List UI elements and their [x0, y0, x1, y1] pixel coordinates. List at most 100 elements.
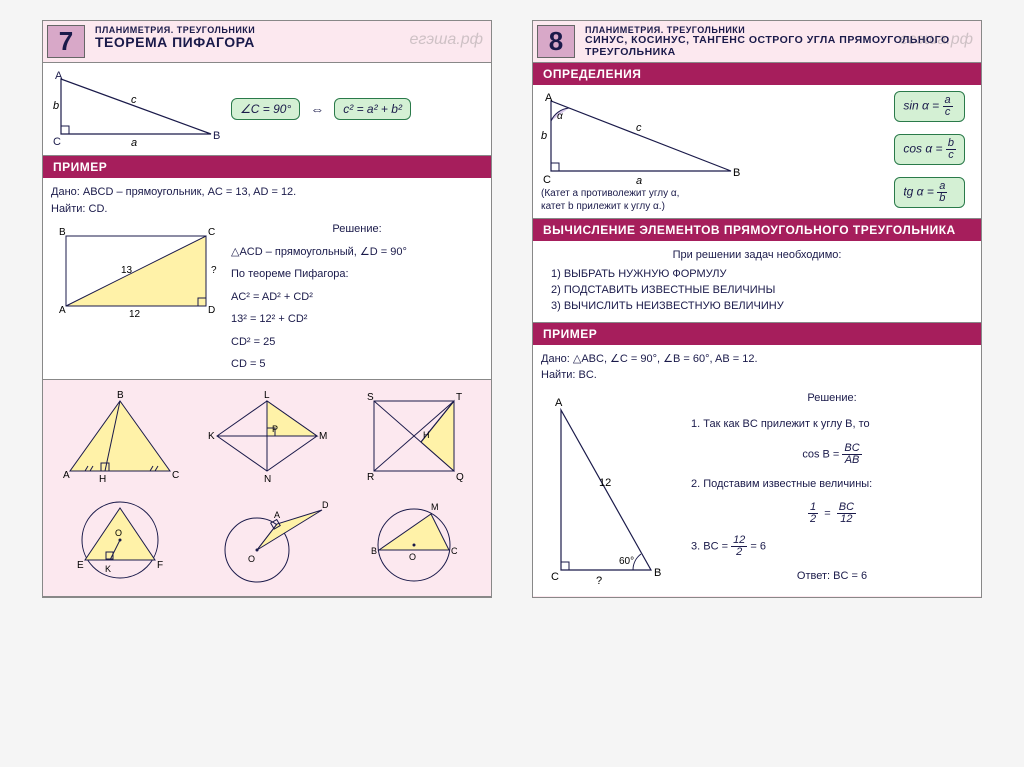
svg-text:M: M	[431, 502, 439, 512]
card-number: 8	[537, 25, 575, 58]
given: Дано: △ABC, ∠C = 90°, ∠B = 60°, AB = 12.	[541, 351, 973, 368]
tg-formula: tg α = ab	[894, 177, 965, 208]
svg-text:C: C	[208, 227, 215, 238]
svg-text:?: ?	[211, 265, 217, 276]
step3: 3. BC = 122 = 6	[691, 535, 973, 558]
svg-text:H: H	[99, 474, 106, 485]
svg-text:H: H	[423, 430, 430, 440]
example-triangle: A B C 12 60° ?	[541, 390, 681, 590]
definitions-panel: A B C b c a α (Катет a противолежит углу…	[533, 85, 981, 219]
intro-panel: A B C b c a ∠C = 90° ⇔ c² = a² + b²	[43, 63, 491, 156]
svg-text:C: C	[172, 470, 179, 481]
svg-text:B: B	[371, 546, 377, 556]
pythagoras-formula: c² = a² + b²	[334, 98, 411, 120]
rectangle-diagram: B C D A 13 12 ?	[51, 221, 221, 321]
svg-text:B: B	[213, 130, 220, 142]
sol-line: AC² = AD² + CD²	[231, 289, 483, 306]
mini-triangle-1: A B C H	[55, 386, 185, 486]
svg-text:O: O	[248, 554, 255, 564]
find: Найти: BC.	[541, 367, 973, 384]
svg-text:b: b	[53, 100, 59, 112]
svg-text:F: F	[157, 560, 163, 571]
svg-text:C: C	[53, 136, 61, 148]
calc-bar: ВЫЧИСЛЕНИЕ ЭЛЕМЕНТОВ ПРЯМОУГОЛЬНОГО ТРЕУ…	[533, 219, 981, 241]
svg-text:R: R	[367, 472, 374, 483]
step2: 2. Подставим известные величины:	[691, 476, 973, 493]
step: 1) ВЫБРАТЬ НУЖНУЮ ФОРМУЛУ	[551, 268, 973, 280]
mini-circle-3: B C M O	[349, 490, 479, 590]
sol-line: △ACD – прямоугольный, ∠D = 90°	[231, 244, 483, 261]
example-bar: ПРИМЕР	[43, 156, 491, 178]
svg-text:S: S	[367, 392, 374, 403]
svg-text:D: D	[208, 305, 215, 316]
svg-text:?: ?	[596, 575, 602, 587]
svg-text:A: A	[545, 92, 553, 104]
svg-text:12: 12	[129, 309, 141, 320]
right-triangle-diagram: A B C b c a α	[541, 91, 741, 186]
note-line: (Катет a противолежит углу α,	[541, 188, 741, 199]
svg-text:K: K	[208, 431, 215, 442]
svg-text:A: A	[55, 70, 63, 82]
svg-text:c: c	[636, 122, 642, 134]
solution-label: Решение:	[231, 221, 483, 238]
answer: Ответ: BC = 6	[691, 568, 973, 585]
svg-text:N: N	[264, 474, 271, 485]
angle-formula: ∠C = 90°	[231, 98, 300, 120]
note-line: катет b прилежит к углу α.)	[541, 201, 741, 212]
sol-line: CD = 5	[231, 356, 483, 373]
svg-text:C: C	[543, 174, 551, 186]
watermark: егэша.рф	[899, 31, 973, 49]
find: Найти: CD.	[51, 201, 483, 218]
calc-panel: При решении задач необходимо: 1) ВЫБРАТЬ…	[533, 241, 981, 323]
calc-intro: При решении задач необходимо:	[541, 247, 973, 264]
cos-formula: cos α = bc	[894, 134, 965, 165]
sol-line: По теореме Пифагора:	[231, 266, 483, 283]
svg-text:C: C	[551, 571, 559, 583]
svg-text:E: E	[77, 560, 84, 571]
mini-square: S T R Q H	[349, 386, 479, 486]
step: 2) ПОДСТАВИТЬ ИЗВЕСТНЫЕ ВЕЛИЧИНЫ	[551, 284, 973, 296]
svg-text:C: C	[451, 546, 458, 556]
sin-formula: sin α = ac	[894, 91, 965, 122]
svg-text:c: c	[131, 94, 137, 106]
svg-text:α: α	[557, 111, 563, 122]
svg-text:P: P	[272, 424, 278, 434]
svg-text:a: a	[131, 137, 137, 149]
card-number: 7	[47, 25, 85, 58]
card-8: егэша.рф 8 ПЛАНИМЕТРИЯ. ТРЕУГОЛЬНИКИ СИН…	[532, 20, 982, 598]
solution-label: Решение:	[691, 390, 973, 407]
svg-text:B: B	[654, 567, 661, 579]
mini-circle-1: O E F K	[55, 490, 185, 590]
svg-text:A: A	[59, 305, 66, 316]
given: Дано: ABCD – прямоугольник, AC = 13, AD …	[51, 184, 483, 201]
svg-text:A: A	[555, 397, 563, 409]
sol-line: CD² = 25	[231, 334, 483, 351]
svg-text:O: O	[409, 552, 416, 562]
svg-text:D: D	[322, 500, 329, 510]
card-7: егэша.рф 7 ПЛАНИМЕТРИЯ. ТРЕУГОЛЬНИКИ ТЕО…	[42, 20, 492, 598]
svg-text:60°: 60°	[619, 556, 634, 567]
substitution: 12 = BC12	[691, 502, 973, 525]
example-panel: Дано: ABCD – прямоугольник, AC = 13, AD …	[43, 178, 491, 380]
right-triangle-diagram: A B C b c a	[51, 69, 221, 149]
iff-arrow: ⇔	[310, 101, 324, 117]
svg-text:M: M	[319, 431, 327, 442]
mini-rhombus: K L M N P	[202, 386, 332, 486]
watermark: егэша.рф	[409, 31, 483, 49]
svg-text:O: O	[115, 528, 122, 538]
svg-text:B: B	[117, 390, 124, 401]
svg-text:A: A	[274, 510, 280, 520]
cos-eq: cos B = BCAB	[691, 443, 973, 466]
step1: 1. Так как BC прилежит к углу B, то	[691, 416, 973, 433]
svg-text:A: A	[63, 470, 70, 481]
svg-text:B: B	[59, 227, 66, 238]
svg-text:b: b	[541, 130, 547, 142]
definitions-bar: ОПРЕДЕЛЕНИЯ	[533, 63, 981, 85]
svg-text:L: L	[264, 390, 270, 401]
mini-circle-2: O A D	[202, 490, 332, 590]
svg-text:12: 12	[599, 477, 611, 489]
svg-text:a: a	[636, 175, 642, 186]
svg-text:Q: Q	[456, 472, 464, 483]
svg-text:K: K	[105, 564, 111, 574]
svg-text:13: 13	[121, 265, 133, 276]
